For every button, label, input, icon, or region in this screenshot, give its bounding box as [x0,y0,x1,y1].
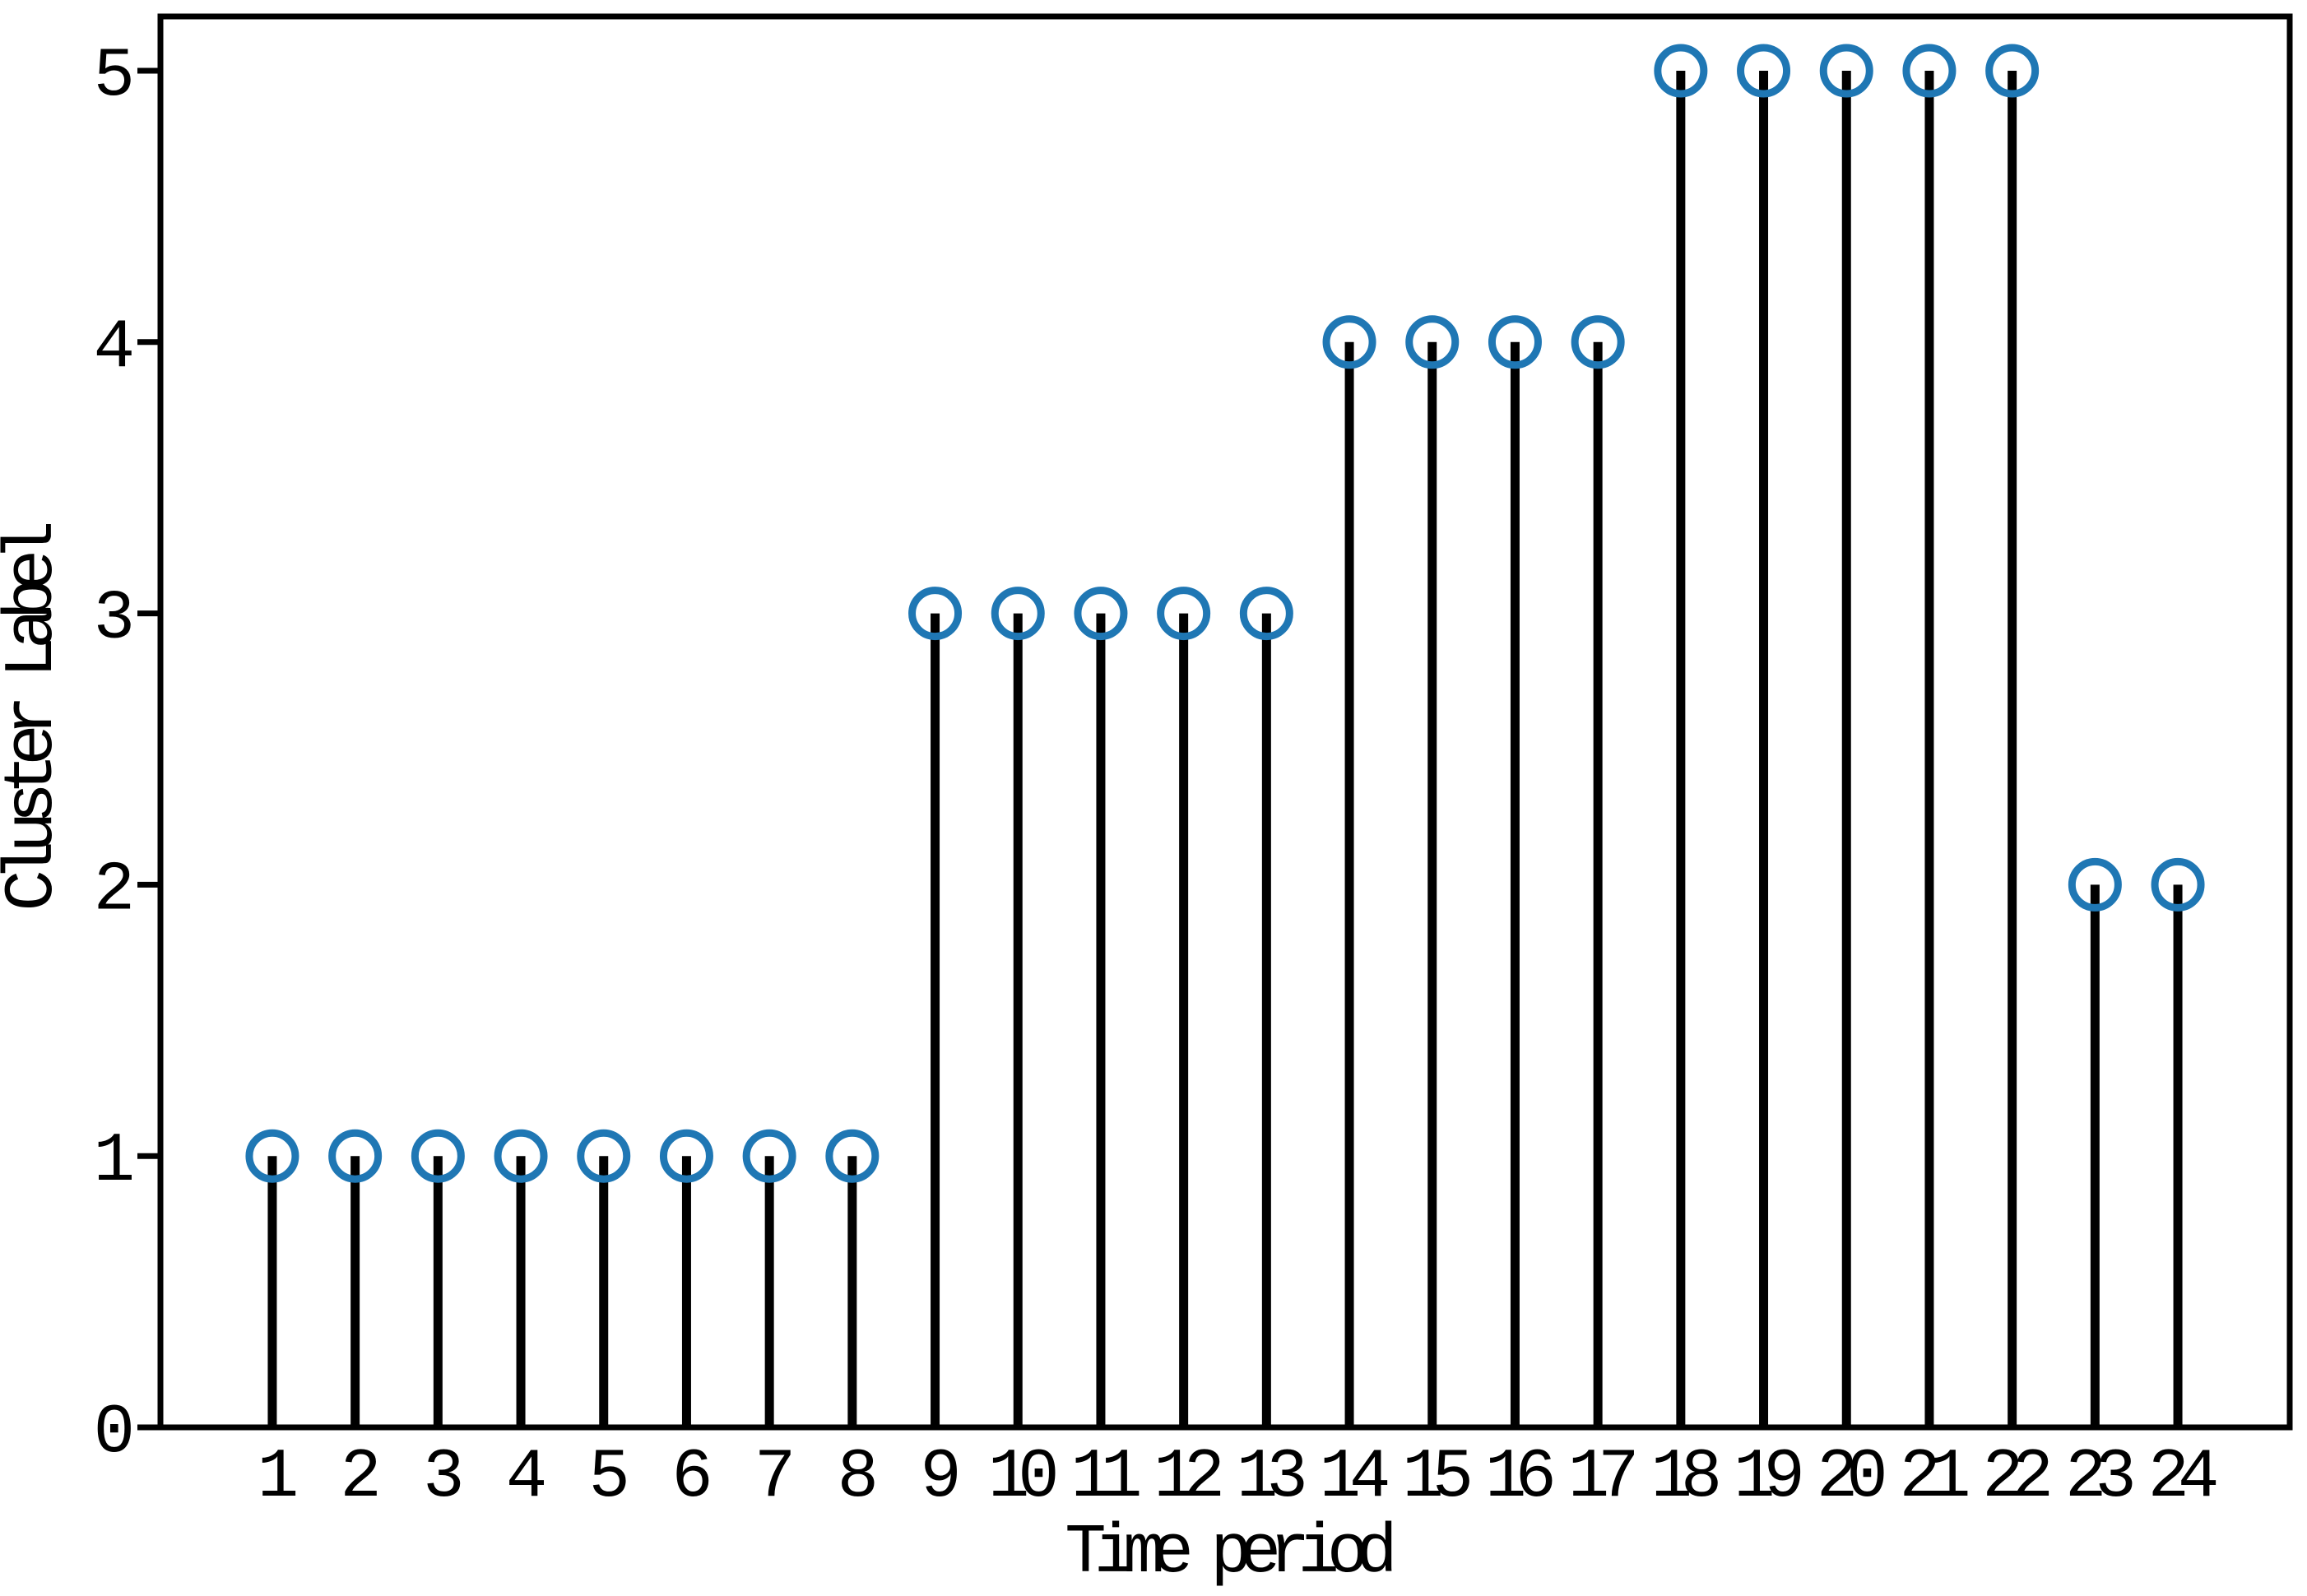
y-axis-ticks-group [137,67,160,1431]
x-tick-label: 22 [1982,1439,2049,1517]
x-tick-label: 4 [506,1439,545,1517]
x-tick-label: 6 [671,1439,708,1517]
markers-group [245,44,2205,1183]
stem-marker [1074,587,1128,641]
x-tick-label: 18 [1650,1439,1717,1517]
y-tick-label: 1 [94,1123,132,1201]
stem-marker [1902,44,1957,98]
x-tick-label: 16 [1485,1439,1552,1517]
x-tick-label: 11 [1071,1439,1140,1517]
stem-marker [1654,44,1708,98]
x-tick-label: 8 [838,1439,875,1517]
stem-marker [2151,857,2205,912]
y-tick-label: 3 [94,581,132,659]
x-tick-label: 1 [258,1439,296,1517]
x-tick-label: 17 [1568,1439,1634,1517]
stem-marker [1737,44,1791,98]
x-tick-label: 10 [988,1439,1056,1517]
stem-marker [908,587,963,641]
x-tick-label: 19 [1734,1439,1800,1517]
stem-marker [742,1129,796,1183]
stem-marker [2068,857,2122,912]
x-tick-label: 5 [589,1439,627,1517]
x-tick-label: 14 [1320,1439,1388,1517]
y-tick-label: 2 [94,851,131,930]
stem-marker [1819,44,1873,98]
stem-marker [991,587,1045,641]
x-tick-label: 9 [920,1439,957,1517]
y-tick-label: 0 [94,1394,132,1473]
stem-marker [1571,315,1625,369]
plot-border [157,13,2293,1431]
stem-marker [1239,587,1293,641]
x-axis-label: Time period [1065,1515,1392,1593]
x-tick-label: 3 [423,1439,461,1517]
x-tick-label: 15 [1402,1439,1469,1517]
x-tick-label: 24 [2148,1439,2216,1517]
x-tick-label: 2 [340,1439,377,1517]
stems-group [267,70,2183,1427]
x-tick-label: 21 [1900,1439,1968,1517]
stem-marker [1405,315,1460,369]
x-tick-label: 20 [1817,1439,1884,1517]
stem-marker [328,1129,383,1183]
x-tick-label: 7 [754,1439,791,1517]
x-tick-label: 13 [1237,1439,1304,1517]
y-axis-tick-labels-group: 0 1 2 3 4 5 [94,38,144,1473]
stem-marker [1322,315,1376,369]
stem-marker [1985,44,2040,98]
stem-marker [659,1129,713,1183]
stem-marker [411,1129,465,1183]
y-tick-label: 5 [94,38,132,116]
y-axis-label: Cluster Label [0,524,72,912]
stem-marker [494,1129,548,1183]
y-tick-label: 4 [94,309,132,387]
stem-marker [245,1129,299,1183]
x-tick-label: 12 [1154,1439,1220,1517]
stem-marker [1157,587,1211,641]
x-tick-label: 23 [2065,1439,2133,1517]
x-axis-tick-labels-group: 1 2 3 4 5 6 7 8 9 10 11 12 13 14 15 16 17 18 19 20 21 22 23 24 [258,1439,2228,1517]
stem-marker [825,1129,880,1183]
stem-marker [1488,315,1542,369]
stem-marker [577,1129,631,1183]
